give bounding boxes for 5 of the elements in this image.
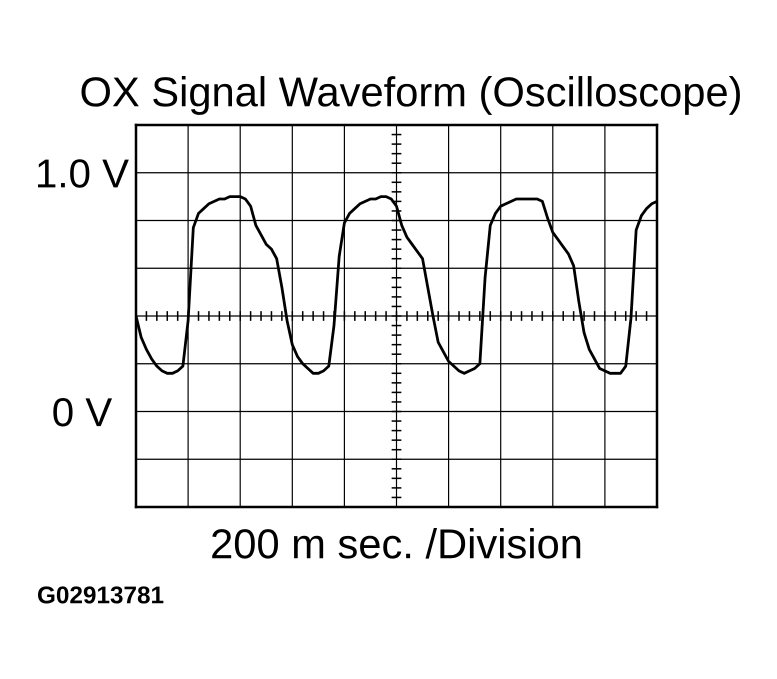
y-tick-label: 0 V <box>53 398 112 426</box>
y-tick-label: 1.0 V <box>38 159 129 188</box>
text: G02913781 <box>38 586 164 604</box>
chart-title: OX Signal Waveform (Oscilloscope) <box>81 76 740 115</box>
x-axis-title: 200 m sec. /Division <box>212 528 580 559</box>
